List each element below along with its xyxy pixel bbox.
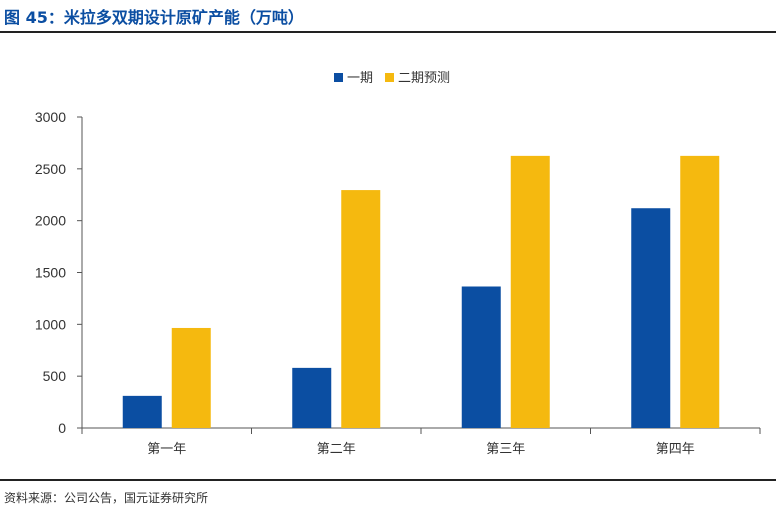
bars xyxy=(122,155,720,428)
legend-label-1: 一期 xyxy=(347,71,373,86)
legend-swatch-1 xyxy=(334,73,343,82)
footer-rule xyxy=(0,479,776,481)
legend-swatch-2 xyxy=(385,73,394,82)
x-category-label: 第四年 xyxy=(656,442,695,457)
y-tick-label: 0 xyxy=(58,420,66,436)
title-rule xyxy=(0,31,776,33)
x-category-label: 第二年 xyxy=(317,442,356,457)
bar-1-1 xyxy=(122,395,162,428)
y-tick-label: 2500 xyxy=(35,161,66,177)
bar-1-2 xyxy=(292,367,332,428)
y-tick-label: 1500 xyxy=(35,265,66,281)
bar-2-2 xyxy=(341,190,381,428)
x-axis: 第一年 第二年 第三年 第四年 xyxy=(81,427,761,457)
y-tick-label: 500 xyxy=(43,368,67,384)
y-tick-label: 2000 xyxy=(35,213,66,229)
y-axis: 0 500 1000 1500 2000 2500 3000 xyxy=(35,109,83,436)
bar-2-4 xyxy=(680,155,720,428)
figure-title: 图 45：米拉多双期设计原矿产能（万吨） xyxy=(4,8,304,27)
source-note: 资料来源：公司公告，国元证券研究所 xyxy=(4,491,209,505)
x-category-label: 第一年 xyxy=(147,442,186,457)
legend-label-2: 二期预测 xyxy=(398,71,450,86)
chart-legend: 一期 二期预测 xyxy=(334,71,450,86)
bar-2-3 xyxy=(510,155,550,428)
y-tick-label: 3000 xyxy=(35,109,66,125)
x-category-label: 第三年 xyxy=(486,442,525,457)
y-tick-label: 1000 xyxy=(35,316,66,332)
bar-2-1 xyxy=(171,327,211,428)
bar-1-4 xyxy=(631,208,671,428)
bar-chart: 一期 二期预测 0 500 1000 1500 2000 2500 3000 第一年 第二年 第三… xyxy=(35,71,761,457)
bar-1-3 xyxy=(461,286,501,428)
